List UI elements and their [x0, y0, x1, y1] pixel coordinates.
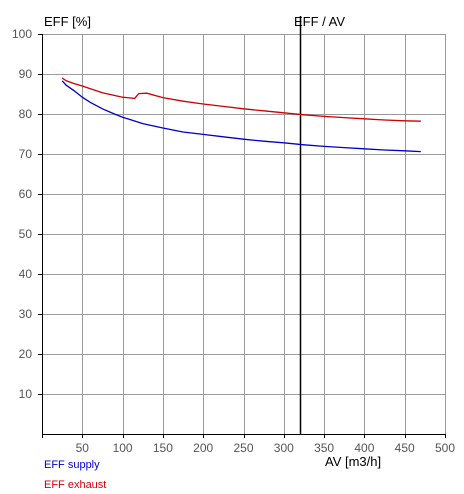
x-axis-title: AV [m3/h] — [325, 454, 381, 469]
y-tick-label: 10 — [19, 387, 33, 401]
y-tick-label: 60 — [19, 187, 33, 201]
y-tick-label: 70 — [19, 147, 33, 161]
legend-entry-supply: EFF supply — [44, 459, 100, 471]
x-tick-label: 200 — [193, 441, 213, 455]
y-tick-label: 100 — [12, 27, 32, 41]
x-tick-label: 250 — [233, 441, 253, 455]
x-tick-label: 450 — [395, 441, 415, 455]
y-tick-label: 50 — [19, 227, 33, 241]
x-tick-label: 150 — [153, 441, 173, 455]
chart-title: EFF / AV — [294, 14, 345, 29]
x-tick-label: 50 — [76, 441, 90, 455]
y-tick-label: 80 — [19, 107, 33, 121]
legend-entry-exhaust: EFF exhaust — [44, 479, 106, 491]
chart-series — [61, 77, 421, 153]
x-tick-label: 300 — [274, 441, 294, 455]
chart-tick-labels: 50 100 150 200 250 300 350 400 450 500 10 20 30 40 50 6… — [12, 27, 455, 455]
chart-axes — [42, 34, 445, 435]
x-tick-label: 100 — [113, 441, 133, 455]
y-tick-label: 30 — [19, 307, 33, 321]
x-tick-label: 400 — [354, 441, 374, 455]
series-line-supply — [61, 80, 421, 153]
x-tick-label: 350 — [314, 441, 334, 455]
series-line-exhaust — [61, 77, 421, 122]
y-axis-title: EFF [%] — [44, 14, 91, 29]
legend-label-supply: EFF supply — [44, 459, 100, 471]
y-tick-label: 90 — [19, 67, 33, 81]
y-tick-label: 40 — [19, 267, 33, 281]
chart-grid — [42, 34, 446, 434]
chart-ticks — [38, 34, 446, 438]
x-tick-label: 500 — [435, 441, 455, 455]
y-tick-label: 20 — [19, 347, 33, 361]
legend-label-exhaust: EFF exhaust — [44, 479, 107, 491]
